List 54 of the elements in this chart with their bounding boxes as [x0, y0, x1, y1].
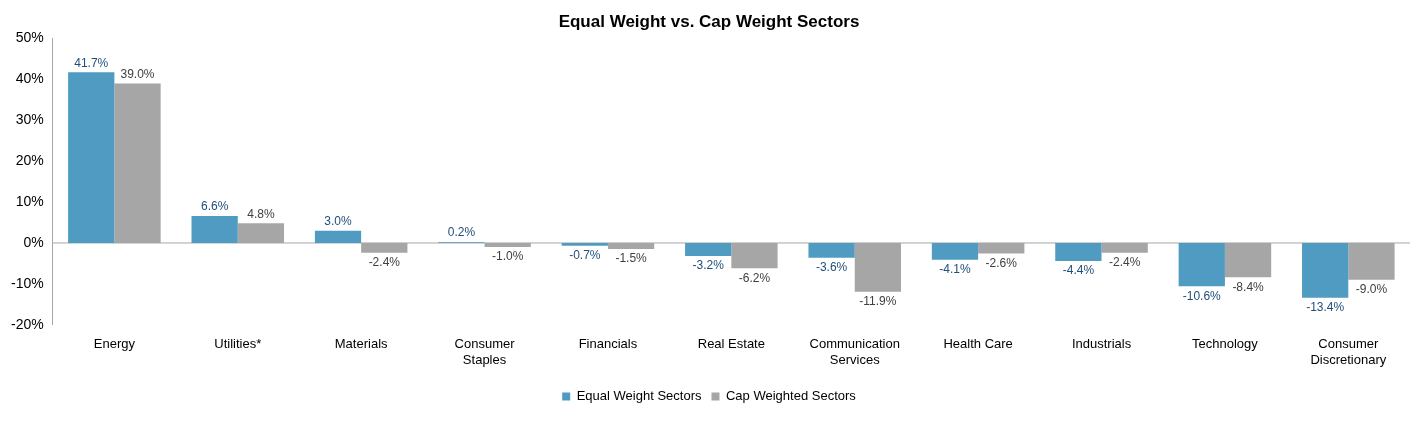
data-label: -1.5% [615, 251, 648, 266]
data-label: 6.6% [200, 199, 229, 214]
data-label: 41.7% [74, 55, 109, 70]
x-tick-label: Utilities* [214, 336, 262, 352]
data-label: 39.0% [120, 66, 155, 81]
bar [1055, 242, 1102, 261]
bar [1178, 242, 1225, 287]
data-label: -6.2% [738, 270, 771, 285]
y-tick-label: 20% [15, 152, 44, 168]
data-label: -10.6% [1182, 288, 1222, 303]
legend-label: Cap Weighted Sectors [725, 388, 857, 404]
x-tick-label: Real Estate [697, 336, 765, 352]
bar [314, 230, 362, 243]
bar [1302, 242, 1349, 298]
bar [191, 215, 238, 243]
data-label: -9.0% [1355, 282, 1388, 297]
x-tick-label: Communication Services [809, 336, 900, 367]
y-tick-label: -20% [11, 315, 44, 332]
y-tick-label: 10% [15, 192, 44, 209]
x-tick-label: Consumer Staples [454, 336, 516, 367]
chart-title: Equal Weight vs. Cap Weight Sectors [558, 11, 860, 31]
data-label: -4.1% [939, 262, 971, 277]
data-label: -2.4% [368, 255, 401, 270]
y-tick-label: -10% [11, 274, 44, 291]
legend-label: Equal Weight Sectors [576, 388, 702, 404]
bar [68, 72, 115, 243]
bar [931, 242, 979, 260]
y-tick-label: 0% [23, 233, 44, 250]
x-tick-label: Consumer Discretionary [1310, 336, 1387, 367]
x-tick-label: Health Care [943, 336, 1013, 352]
x-tick-label: Industrials [1071, 336, 1132, 352]
data-label: 3.0% [324, 214, 353, 229]
y-tick-label: 50% [15, 29, 44, 46]
data-label: -4.4% [1062, 263, 1095, 278]
x-tick-label: Materials [334, 336, 389, 352]
data-label: -8.4% [1232, 279, 1265, 294]
data-label: 4.8% [247, 206, 275, 221]
data-label: -1.0% [492, 249, 524, 264]
data-label: -3.2% [692, 258, 725, 273]
data-label: -13.4% [1306, 300, 1345, 315]
x-tick-label: Financials [578, 336, 638, 352]
data-label: 0.2% [447, 225, 476, 240]
data-label: -11.9% [859, 293, 897, 308]
data-label: -0.7% [569, 248, 601, 263]
x-tick-label: Energy [93, 336, 136, 352]
data-label: -2.6% [985, 255, 1018, 270]
data-label: -3.6% [815, 260, 848, 275]
data-label: -2.4% [1108, 255, 1141, 270]
bar [685, 242, 732, 257]
bar [561, 242, 608, 246]
x-tick-label: Technology [1192, 336, 1259, 352]
bar [808, 242, 855, 258]
y-tick-label: 30% [15, 111, 44, 128]
y-tick-label: 40% [15, 70, 44, 87]
